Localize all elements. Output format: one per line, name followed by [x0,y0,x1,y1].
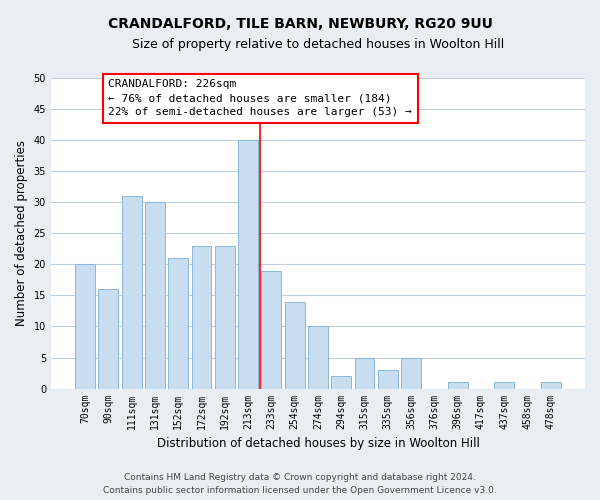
Bar [285,302,305,388]
Bar [541,382,561,388]
Bar [262,270,281,388]
Bar [355,358,374,388]
Bar [331,376,351,388]
Text: CRANDALFORD: 226sqm
← 76% of detached houses are smaller (184)
22% of semi-detac: CRANDALFORD: 226sqm ← 76% of detached ho… [109,80,412,118]
Bar [215,246,235,388]
Bar [75,264,95,388]
Bar [145,202,165,388]
Bar [238,140,258,388]
Y-axis label: Number of detached properties: Number of detached properties [15,140,28,326]
Title: Size of property relative to detached houses in Woolton Hill: Size of property relative to detached ho… [132,38,504,51]
Bar [494,382,514,388]
Bar [378,370,398,388]
Text: Contains HM Land Registry data © Crown copyright and database right 2024.
Contai: Contains HM Land Registry data © Crown c… [103,473,497,495]
Bar [98,289,118,388]
Bar [191,246,211,388]
Bar [448,382,467,388]
Bar [169,258,188,388]
X-axis label: Distribution of detached houses by size in Woolton Hill: Distribution of detached houses by size … [157,437,479,450]
Bar [308,326,328,388]
Bar [401,358,421,388]
Text: CRANDALFORD, TILE BARN, NEWBURY, RG20 9UU: CRANDALFORD, TILE BARN, NEWBURY, RG20 9U… [107,18,493,32]
Bar [122,196,142,388]
